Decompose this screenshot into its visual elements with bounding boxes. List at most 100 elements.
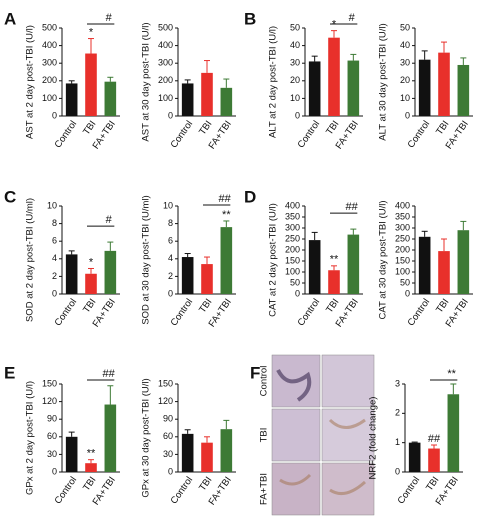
- y-tick-label: 250: [395, 233, 410, 243]
- x-tick-label: TBI: [324, 119, 341, 137]
- image: [271, 462, 321, 516]
- x-tick-label: TBI: [324, 297, 341, 315]
- y-tick-label: 120: [158, 396, 173, 406]
- histology-images: [271, 354, 375, 516]
- y-tick-label: 0: [168, 466, 173, 476]
- y-axis-label: AST at 30 day post-TBI (U/l): [141, 22, 152, 141]
- bar: [201, 442, 213, 472]
- y-tick-label: 0: [405, 110, 410, 120]
- y-axis-label: ALT at 2 day post-TBI (U/l): [268, 26, 279, 138]
- y-tick-label: 30: [163, 449, 173, 459]
- y-tick-label: 500: [158, 22, 173, 32]
- y-tick-label: 2: [395, 408, 400, 418]
- bar: [220, 87, 233, 116]
- y-tick-label: 0: [405, 288, 410, 298]
- bar: [328, 37, 340, 116]
- y-axis-label: CAT at 30 day post-TBI (U/l): [378, 201, 389, 320]
- y-axis-label: SOD at 2 day post-TBI (U/ml): [25, 198, 36, 322]
- x-tick-label: Control: [406, 119, 433, 150]
- y-tick-label: 100: [42, 93, 57, 103]
- y-axis-label: NRF2 (fold change): [368, 397, 379, 480]
- y-tick-label: 300: [42, 58, 57, 68]
- y-tick-label: 400: [158, 40, 173, 50]
- y-tick-label: 6: [52, 236, 57, 246]
- x-tick-label: Control: [169, 119, 196, 150]
- significance-mark: #: [106, 12, 113, 24]
- bar: [457, 230, 470, 294]
- y-tick-label: 200: [285, 244, 300, 254]
- y-tick-label: 2: [168, 271, 173, 281]
- panel-label: E: [4, 363, 15, 382]
- image: [321, 462, 375, 516]
- bar: [85, 463, 97, 472]
- image: [321, 408, 375, 462]
- bar: [181, 257, 194, 294]
- y-tick-label: 4: [52, 253, 57, 263]
- y-axis-label: GPx at 30 day post-TBI (U/l): [141, 378, 152, 497]
- y-tick-label: 300: [395, 222, 410, 232]
- x-tick-label: Control: [396, 475, 423, 506]
- y-tick-label: 150: [285, 255, 300, 265]
- panel-label: D: [244, 187, 256, 206]
- x-tick-label: TBI: [81, 297, 98, 315]
- bar: [104, 81, 117, 116]
- bar: [308, 61, 321, 116]
- bar: [438, 251, 450, 294]
- x-tick-label: TBI: [197, 475, 214, 493]
- bar: [347, 60, 360, 116]
- y-tick-label: 0: [52, 110, 57, 120]
- x-tick-label: Control: [406, 297, 433, 328]
- x-tick-label: TBI: [81, 475, 98, 493]
- bar: [308, 240, 321, 294]
- y-tick-label: 10: [163, 200, 173, 210]
- y-tick-label: 60: [163, 431, 173, 441]
- x-tick-label: Control: [53, 475, 80, 506]
- y-tick-label: 30: [400, 58, 410, 68]
- y-tick-label: 10: [290, 93, 300, 103]
- y-tick-label: 40: [400, 40, 410, 50]
- x-tick-label: TBI: [197, 297, 214, 315]
- y-tick-label: 500: [42, 22, 57, 32]
- y-tick-label: 400: [42, 40, 57, 50]
- x-tick-label: Control: [296, 297, 323, 328]
- y-tick-label: 90: [47, 414, 57, 424]
- x-tick-label: TBI: [424, 475, 441, 493]
- y-tick-label: 60: [47, 431, 57, 441]
- y-tick-label: 120: [42, 396, 57, 406]
- y-tick-label: 4: [168, 253, 173, 263]
- y-tick-label: 300: [158, 58, 173, 68]
- bar: [181, 433, 194, 472]
- panel-label: A: [4, 9, 16, 28]
- bar: [201, 264, 213, 294]
- x-tick-label: Control: [296, 119, 323, 150]
- bar: [104, 250, 117, 294]
- significance-mark: ##: [103, 368, 116, 380]
- bar: [418, 59, 431, 116]
- y-tick-label: 40: [290, 40, 300, 50]
- y-axis-label: GPx at 2 day post-TBI (U/l): [25, 381, 36, 495]
- y-tick-label: 20: [400, 75, 410, 85]
- bar: [220, 429, 233, 472]
- significance-mark: **: [447, 368, 456, 380]
- y-tick-label: 100: [158, 93, 173, 103]
- y-tick-label: 350: [395, 211, 410, 221]
- y-tick-label: 6: [168, 236, 173, 246]
- y-tick-label: 200: [42, 75, 57, 85]
- y-tick-label: 50: [290, 22, 300, 32]
- y-tick-label: 8: [168, 218, 173, 228]
- y-tick-label: 150: [395, 255, 410, 265]
- y-tick-label: 200: [395, 244, 410, 254]
- y-tick-label: 0: [168, 288, 173, 298]
- y-tick-label: 0: [168, 110, 173, 120]
- y-tick-label: 0: [52, 288, 57, 298]
- bar: [65, 254, 78, 294]
- y-tick-label: 350: [285, 211, 300, 221]
- y-tick-label: 250: [285, 233, 300, 243]
- y-tick-label: 0: [52, 466, 57, 476]
- significance-mark: **: [222, 209, 231, 221]
- significance-mark: ##: [428, 433, 441, 445]
- image: [321, 354, 375, 408]
- y-tick-label: 0: [295, 288, 300, 298]
- y-tick-label: 50: [400, 277, 410, 287]
